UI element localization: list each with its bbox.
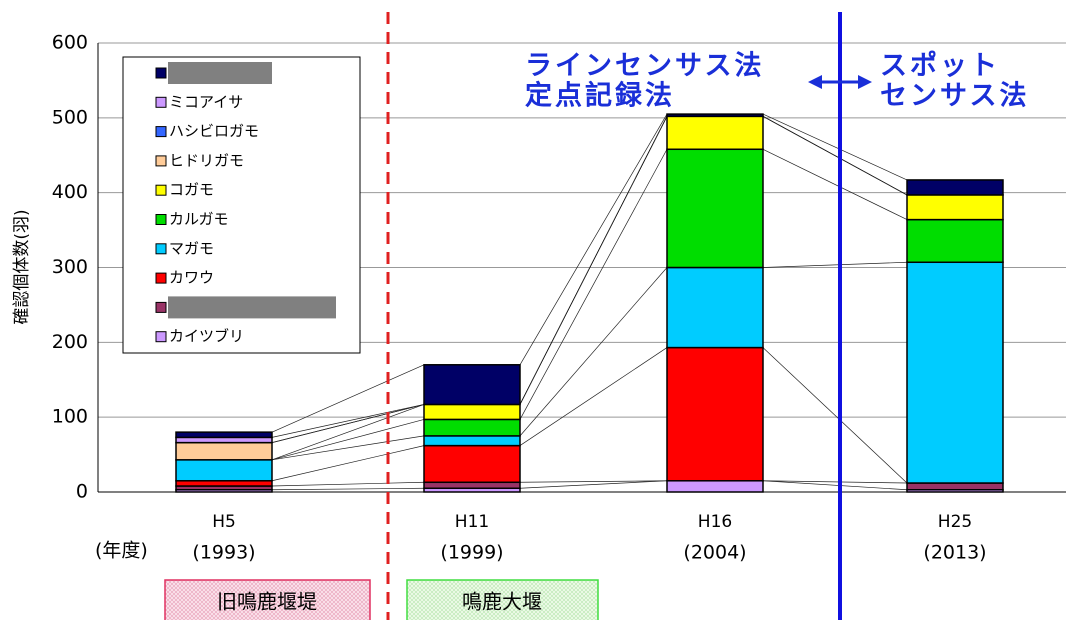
bar-segment — [906, 218, 1004, 264]
bar-segment — [423, 364, 521, 406]
x-tick-label: H11 — [455, 512, 489, 532]
connector — [519, 116, 668, 405]
y-tick-label: 400 — [52, 181, 88, 203]
x-tick-sublabel: (1993) — [192, 542, 255, 564]
bar-segment — [906, 482, 1004, 491]
legend-swatch — [155, 301, 167, 313]
legend-swatch — [155, 126, 167, 138]
legend-swatch — [155, 243, 167, 255]
connector — [762, 480, 908, 484]
bar-segment — [175, 441, 273, 461]
bar-segment — [906, 261, 1004, 484]
annotation: ラインセンサス法 — [525, 51, 764, 82]
period-label: 鳴鹿大堰 — [462, 590, 542, 614]
x-tick-sublabel: (2013) — [923, 542, 986, 564]
connector — [762, 347, 908, 484]
legend-label: マガモ — [169, 239, 214, 257]
connector — [762, 480, 908, 491]
legend-label: ハシビロガモ — [169, 122, 259, 140]
legend-label: コガモ — [169, 181, 214, 199]
redacted — [168, 296, 336, 319]
redacted — [168, 62, 272, 84]
legend-swatch — [155, 331, 167, 343]
connector — [271, 445, 425, 482]
connector — [519, 267, 668, 437]
annotation: 定点記録法 — [525, 80, 675, 112]
connector — [271, 435, 425, 461]
y-tick-label: 300 — [52, 256, 88, 278]
period-label: 旧鳴鹿堰堤 — [217, 590, 317, 614]
connector — [519, 113, 668, 365]
period-box — [406, 579, 599, 620]
x-tick-label: H5 — [212, 512, 236, 532]
bar-segment — [175, 436, 273, 444]
bar-segment — [666, 115, 764, 151]
annotation: スポット — [880, 51, 1000, 82]
connector — [271, 364, 425, 433]
legend-label: カイツブリ — [169, 327, 244, 345]
bar-segment — [423, 403, 521, 421]
connector — [271, 404, 425, 443]
y-tick-label: 500 — [52, 106, 88, 128]
x-tick-sublabel: (2004) — [683, 542, 746, 564]
x-tick-sublabel: (1999) — [440, 542, 503, 564]
bar-segment — [175, 431, 273, 439]
legend-label: カルガモ — [169, 210, 229, 228]
x-tick-label: H16 — [698, 512, 732, 532]
x-axis-label: (年度) — [95, 540, 148, 562]
connector — [271, 404, 425, 461]
bar-segment — [666, 480, 764, 493]
legend-swatch — [155, 184, 167, 196]
bar-segment — [906, 179, 1004, 196]
bar-segment — [666, 148, 764, 269]
legend-swatch — [155, 96, 167, 108]
legend-label: ヒドリガモ — [169, 151, 244, 169]
connector — [271, 487, 425, 491]
connector — [519, 347, 668, 446]
connector — [519, 149, 668, 420]
period-box — [164, 579, 371, 620]
y-tick-label: 600 — [52, 32, 88, 54]
connector — [519, 480, 668, 489]
legend-label: カワウ — [169, 269, 214, 287]
bar-segment — [423, 435, 521, 447]
bar-segment — [666, 113, 764, 118]
connector — [762, 148, 908, 220]
y-tick-label: 100 — [52, 406, 88, 428]
bar-segment — [666, 346, 764, 482]
x-tick-label: H25 — [938, 512, 972, 532]
connector — [762, 116, 908, 196]
legend-swatch — [155, 67, 167, 79]
annotation: センサス法 — [880, 81, 1029, 112]
connector — [762, 113, 908, 181]
y-tick-label: 0 — [76, 481, 88, 503]
bar-segment — [175, 459, 273, 482]
bar-segment — [423, 481, 521, 490]
double-arrow — [808, 75, 872, 89]
legend-swatch — [155, 214, 167, 225]
legend-swatch — [155, 272, 167, 284]
bar-segment — [423, 444, 521, 484]
y-tick-label: 200 — [52, 331, 88, 353]
connector — [271, 404, 425, 438]
bar-segment — [906, 194, 1004, 221]
bar-segment — [175, 480, 273, 487]
connector — [271, 419, 425, 461]
bar-segment — [666, 266, 764, 349]
connector — [762, 261, 908, 268]
legend-label: ミコアイサ — [169, 93, 243, 111]
legend-swatch — [155, 155, 167, 167]
y-axis-label: 確認個体数(羽) — [12, 209, 32, 324]
bar-segment — [423, 418, 521, 437]
connector — [519, 480, 668, 483]
connector — [271, 481, 425, 487]
